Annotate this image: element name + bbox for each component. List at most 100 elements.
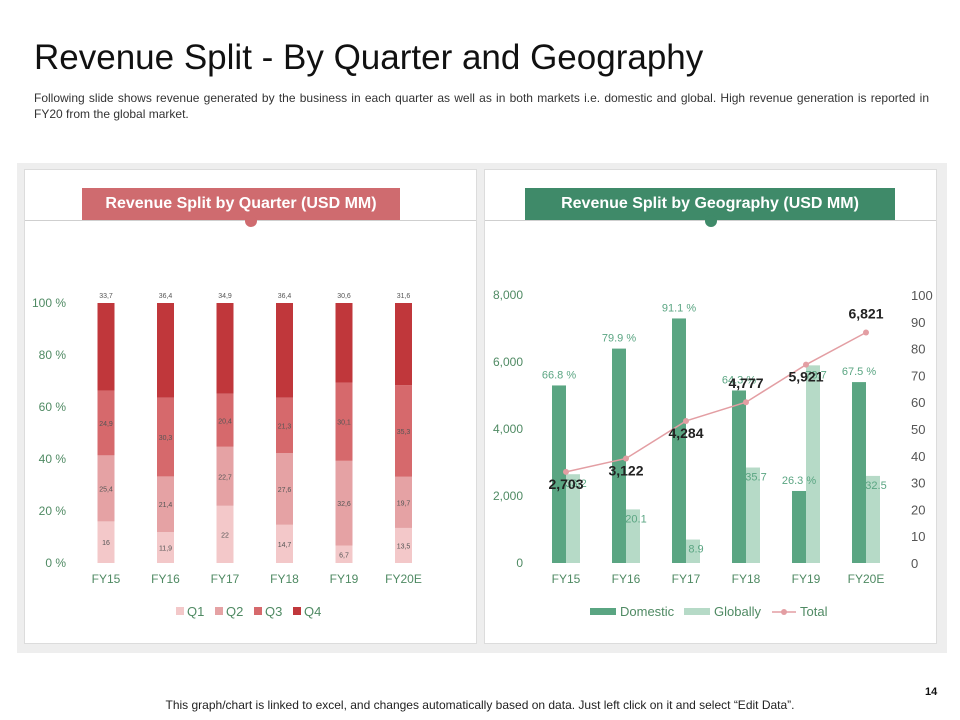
- geography-left-ytick-label: 0: [516, 556, 523, 570]
- geography-right-ytick-label: 80: [911, 342, 925, 357]
- quarter-data-label: 36,4: [278, 293, 292, 300]
- quarter-ytick-label: 100 %: [32, 296, 66, 310]
- geography-total-label: 2,703: [548, 476, 583, 492]
- quarter-bar-q3: [216, 393, 234, 447]
- geography-domestic-label: 67.5 %: [842, 366, 876, 378]
- geography-globally-label: 8.9: [688, 544, 703, 556]
- quarter-legend-label: Q2: [226, 604, 243, 619]
- quarter-data-label: 25,4: [99, 486, 113, 493]
- geography-globally-label: 33.2: [565, 478, 586, 490]
- quarter-bar-q2: [395, 476, 412, 528]
- quarter-data-label: 30,6: [337, 293, 351, 300]
- quarter-chart-marker-dot: [245, 215, 257, 227]
- quarter-ytick-label: 60 %: [39, 400, 67, 414]
- geography-left-ytick-label: 4,000: [493, 422, 523, 436]
- quarter-bar-q1: [97, 521, 115, 563]
- quarter-data-label: 19,7: [397, 500, 411, 507]
- geography-xtick-label: FY19: [792, 572, 821, 586]
- geography-bar-domestic: [852, 382, 866, 563]
- page-number: 14: [925, 686, 938, 698]
- geography-globally-label: 20.1: [625, 513, 646, 525]
- geography-domestic-label: 79.9 %: [602, 333, 636, 345]
- quarter-data-label: 30,3: [159, 435, 173, 442]
- quarter-bar-q3: [276, 397, 293, 454]
- geography-total-point: [683, 417, 689, 424]
- quarter-legend-label: Q3: [265, 604, 282, 619]
- geography-bar-domestic: [672, 318, 686, 563]
- geography-xtick-label: FY17: [672, 572, 701, 586]
- quarter-ytick-label: 0 %: [45, 556, 66, 570]
- geography-bar-globally: [626, 509, 640, 563]
- geography-bar-domestic: [732, 390, 746, 563]
- geography-total-label: 4,777: [728, 375, 763, 391]
- quarter-xtick-label: FY18: [270, 572, 299, 586]
- geography-total-label: 6,821: [848, 306, 883, 322]
- quarter-legend-swatch: [215, 607, 223, 615]
- geography-bar-globally: [866, 475, 880, 563]
- quarter-legend-swatch: [176, 607, 184, 615]
- quarter-bar-q3: [97, 390, 115, 456]
- geography-right-ytick-label: 100: [911, 288, 933, 303]
- geography-bar-globally: [566, 474, 580, 563]
- quarter-data-label: 6,7: [339, 552, 349, 559]
- quarter-bar-q4: [157, 303, 174, 398]
- geography-bar-domestic: [552, 385, 566, 563]
- geography-right-ytick-label: 10: [911, 529, 925, 544]
- geography-legend-swatch: [590, 608, 616, 615]
- quarter-ytick-label: 80 %: [39, 348, 67, 362]
- quarter-bar-q2: [276, 453, 293, 525]
- quarter-ytick-label: 20 %: [39, 504, 67, 518]
- geography-legend-marker: [781, 609, 787, 615]
- quarter-legend-label: Q1: [187, 604, 204, 619]
- geography-right-ytick-label: 70: [911, 368, 925, 383]
- geography-domestic-label: 64.3 %: [722, 374, 756, 386]
- quarter-bar-q1: [157, 532, 174, 563]
- quarter-bar-q4: [276, 303, 293, 398]
- quarter-data-label: 14,7: [278, 542, 292, 549]
- geography-right-ytick-label: 40: [911, 449, 925, 464]
- quarter-bar-q2: [157, 476, 174, 533]
- geography-right-ytick-label: 0: [911, 556, 918, 571]
- geography-total-line: [565, 331, 867, 473]
- quarter-bar-q1: [276, 524, 293, 563]
- geography-bar-globally: [746, 467, 760, 563]
- geography-xtick-label: FY15: [552, 572, 581, 586]
- quarter-xtick-label: FY16: [151, 572, 180, 586]
- quarter-data-label: 31,6: [397, 293, 411, 300]
- geography-left-ytick-label: 8,000: [493, 288, 523, 302]
- quarter-data-label: 34,9: [218, 293, 232, 300]
- quarter-data-label: 22: [221, 532, 229, 539]
- geography-right-ytick-label: 30: [911, 476, 925, 491]
- quarter-data-label: 32,6: [337, 501, 351, 508]
- quarter-data-label: 33,7: [99, 293, 113, 300]
- geography-globally-label: 32.5: [865, 480, 886, 492]
- quarter-xtick-label: FY20E: [385, 572, 422, 586]
- geography-right-ytick-label: 60: [911, 395, 925, 410]
- slide-subtitle: Following slide shows revenue generated …: [34, 91, 929, 121]
- geography-xtick-label: FY18: [732, 572, 761, 586]
- quarter-bar-q2: [216, 446, 234, 506]
- geography-domestic-label: 66.8 %: [542, 369, 576, 381]
- geography-total-point: [743, 399, 749, 406]
- quarter-legend-label: Q4: [304, 604, 321, 619]
- slide-title: Revenue Split - By Quarter and Geography: [34, 38, 704, 77]
- quarter-data-label: 11,9: [159, 546, 172, 553]
- geography-right-ytick-label: 50: [911, 422, 925, 437]
- geography-chart-header: Revenue Split by Geography (USD MM): [485, 180, 936, 221]
- quarter-bar-q1: [395, 527, 412, 563]
- footer-note: This graph/chart is linked to excel, and…: [165, 698, 795, 712]
- geography-legend-swatch: [684, 608, 710, 615]
- geography-total-label: 3,122: [608, 462, 643, 478]
- quarter-data-label: 35,3: [397, 429, 411, 436]
- geography-right-ytick-label: 90: [911, 315, 925, 330]
- geography-globally-label: 73.7: [805, 369, 826, 381]
- quarter-bar-q4: [395, 303, 412, 386]
- geography-globally-label: 35.7: [745, 472, 766, 484]
- quarter-data-label: 22,7: [218, 474, 232, 481]
- quarter-chart-title: Revenue Split by Quarter (USD MM): [82, 188, 400, 220]
- quarter-bar-q1: [335, 545, 353, 563]
- quarter-bar-q4: [216, 303, 234, 394]
- quarter-bar-q4: [335, 303, 353, 383]
- quarter-data-label: 21,4: [159, 502, 173, 509]
